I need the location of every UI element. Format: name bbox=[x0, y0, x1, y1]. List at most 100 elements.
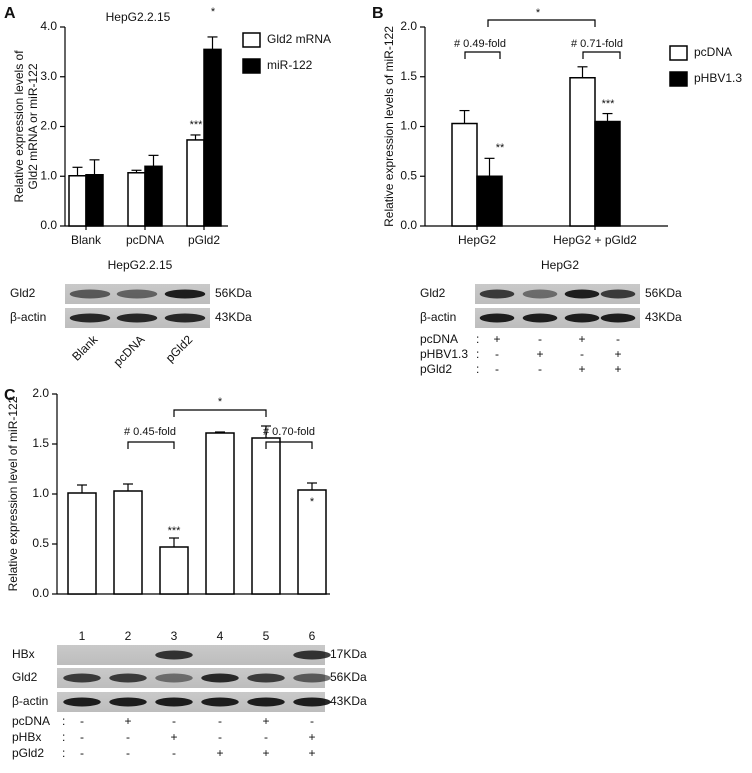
blot-band bbox=[201, 697, 239, 707]
treatment-sign: + bbox=[536, 347, 543, 361]
y-tick-label: 2.0 bbox=[32, 386, 49, 400]
treatment-sign: + bbox=[578, 362, 585, 376]
annotation: *** bbox=[602, 98, 616, 110]
bar bbox=[113, 490, 143, 595]
blot-size-label: 43KDa bbox=[215, 310, 252, 324]
blot-size-label: 56KDa bbox=[215, 286, 252, 300]
treatment-sign: - bbox=[126, 746, 130, 760]
y-tick-label: 0.0 bbox=[32, 586, 49, 600]
y-tick-label: 2.0 bbox=[400, 19, 417, 33]
legend-label: Gld2 mRNA bbox=[267, 32, 331, 46]
legend-label: pcDNA bbox=[694, 45, 732, 59]
blot-band bbox=[109, 697, 147, 707]
blot-row-label: Gld2 bbox=[12, 670, 38, 684]
y-tick-label: 1.0 bbox=[40, 168, 57, 182]
blot-size-label: 43KDa bbox=[645, 310, 682, 324]
blot-band bbox=[69, 289, 111, 299]
blot-row-label: β-actin bbox=[420, 310, 456, 324]
y-tick-label: 1.0 bbox=[400, 119, 417, 133]
y-axis-label: Relative expression levels of bbox=[12, 50, 26, 203]
blot-band bbox=[116, 313, 158, 323]
bracket bbox=[582, 51, 621, 59]
bracket bbox=[265, 441, 313, 449]
bar bbox=[297, 489, 327, 595]
blot-band bbox=[155, 650, 193, 660]
y-tick-label: 0.0 bbox=[40, 218, 57, 232]
treatment-sign: + bbox=[124, 714, 131, 728]
treatment-sign: + bbox=[170, 730, 177, 744]
blot-title: HepG2 bbox=[541, 258, 579, 272]
x-tick-label: 5 bbox=[263, 629, 270, 643]
blot-band bbox=[164, 313, 206, 323]
treatment-label: pGld2 bbox=[12, 746, 44, 760]
annotation: # 0.49-fold bbox=[454, 38, 506, 50]
blot-band bbox=[293, 697, 331, 707]
treatment-sign: - bbox=[218, 730, 222, 744]
treatment-separator: : bbox=[62, 730, 65, 744]
treatment-sign: - bbox=[538, 332, 542, 346]
blot-band bbox=[522, 289, 558, 299]
treatment-sign: + bbox=[578, 332, 585, 346]
y-tick-label: 0.5 bbox=[400, 168, 417, 182]
legend-swatch bbox=[669, 71, 688, 87]
bracket bbox=[464, 51, 501, 59]
annotation: # 0.45-fold bbox=[124, 426, 176, 438]
bar bbox=[67, 492, 97, 595]
y-tick-label: 4.0 bbox=[40, 19, 57, 33]
treatment-label: pHBx bbox=[12, 730, 41, 744]
treatment-separator: : bbox=[476, 332, 479, 346]
blot-band bbox=[63, 697, 101, 707]
blot-band bbox=[164, 289, 206, 299]
treatment-label: pcDNA bbox=[12, 714, 50, 728]
bar bbox=[159, 546, 189, 595]
blot-band bbox=[63, 673, 101, 683]
y-axis-label: Gld2 mRNA or miR-122 bbox=[26, 63, 40, 189]
blot-band bbox=[479, 289, 515, 299]
annotation: # 0.70-fold bbox=[263, 426, 315, 438]
x-tick-label: pcDNA bbox=[126, 233, 164, 247]
blot-band bbox=[247, 673, 285, 683]
blot-band bbox=[600, 313, 636, 323]
bar bbox=[476, 175, 503, 227]
treatment-sign: - bbox=[80, 746, 84, 760]
annotation: * bbox=[536, 7, 541, 19]
annotation: *** bbox=[190, 119, 204, 131]
x-tick-label: 1 bbox=[79, 629, 86, 643]
blot-size-label: 56KDa bbox=[330, 670, 367, 684]
x-tick-label: 4 bbox=[217, 629, 224, 643]
lane-label: pGld2 bbox=[163, 332, 196, 365]
bar bbox=[251, 437, 281, 595]
x-tick-label: pGld2 bbox=[188, 233, 220, 247]
annotation: # 0.71-fold bbox=[571, 38, 623, 50]
blot-band bbox=[116, 289, 158, 299]
blot-band bbox=[564, 313, 600, 323]
blot-size-label: 43KDa bbox=[330, 694, 367, 708]
blot-band bbox=[155, 697, 193, 707]
x-tick-label: 3 bbox=[171, 629, 178, 643]
blot-band bbox=[247, 697, 285, 707]
y-tick-label: 1.5 bbox=[32, 436, 49, 450]
legend-label: miR-122 bbox=[267, 58, 313, 72]
panel-letter: A bbox=[4, 5, 16, 22]
blot-title: HepG2.2.15 bbox=[108, 258, 173, 272]
panel-letter: B bbox=[372, 5, 384, 22]
blot-row-label: HBx bbox=[12, 647, 35, 661]
blot-band bbox=[522, 313, 558, 323]
bar bbox=[144, 165, 163, 227]
treatment-sign: - bbox=[616, 332, 620, 346]
x-tick-label: 6 bbox=[309, 629, 316, 643]
bar bbox=[569, 76, 596, 227]
treatment-label: pcDNA bbox=[420, 332, 458, 346]
blot-band bbox=[201, 673, 239, 683]
y-tick-label: 1.0 bbox=[32, 486, 49, 500]
treatment-sign: - bbox=[172, 714, 176, 728]
treatment-sign: - bbox=[172, 746, 176, 760]
x-tick-label: 2 bbox=[125, 629, 132, 643]
treatment-sign: - bbox=[538, 362, 542, 376]
treatment-sign: - bbox=[80, 714, 84, 728]
blot-strip bbox=[475, 308, 640, 328]
blot-strip bbox=[475, 284, 640, 304]
treatment-separator: : bbox=[476, 347, 479, 361]
treatment-sign: - bbox=[580, 347, 584, 361]
